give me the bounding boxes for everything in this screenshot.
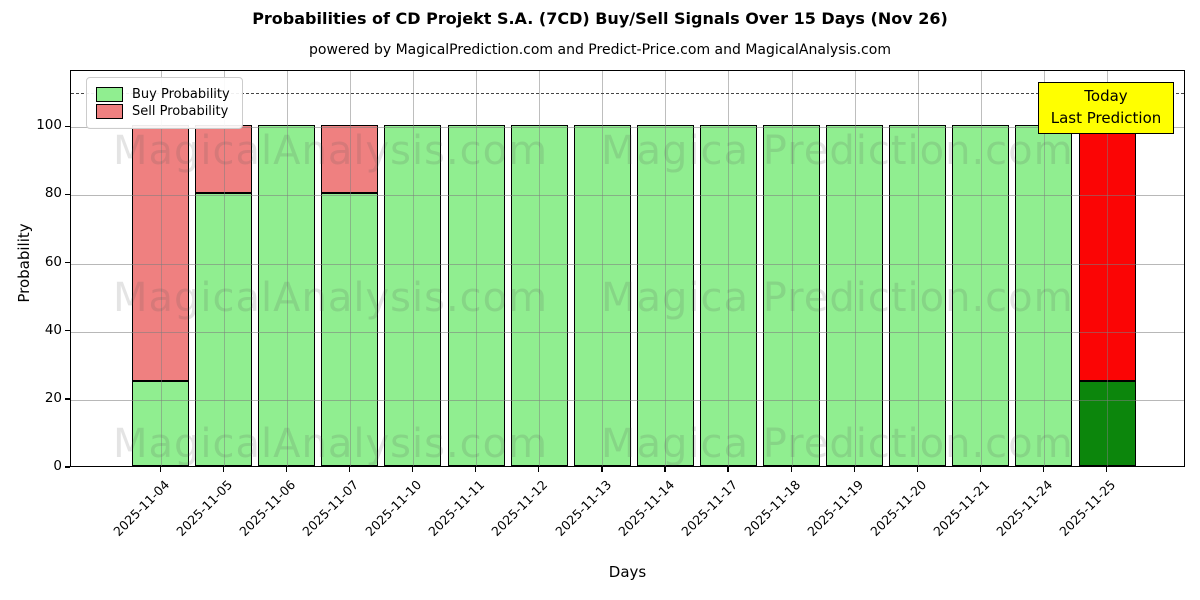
v-gridline [412,71,414,466]
h-gridline [71,127,1184,129]
v-gridline [980,71,982,466]
today-annotation: Today Last Prediction [1038,82,1174,134]
x-tick-mark [727,467,729,472]
x-tick-mark [285,467,288,472]
x-tick-label: 2025-11-05 [173,477,236,539]
x-tick-mark [411,467,414,472]
x-tick-mark [475,467,477,472]
x-tick-label: 2025-11-04 [110,477,173,539]
watermark-right: Magica Prediction.com [601,421,1074,467]
today-annotation-line1: Today [1084,87,1128,105]
x-tick-label: 2025-11-14 [614,477,677,539]
v-gridline [286,71,288,466]
legend-sell-label: Sell Probability [132,104,229,119]
v-gridline [665,71,667,466]
x-tick-label: 2025-11-24 [993,477,1056,539]
x-tick-label: 2025-11-11 [425,477,488,539]
h-gridline [71,263,1184,265]
watermark-right: Magica Prediction.com [601,128,1074,174]
x-tick-label: 2025-11-13 [551,477,614,539]
x-tick-mark [222,467,224,472]
legend: Buy Probability Sell Probability [86,77,243,129]
x-tick-label: 2025-11-07 [299,477,362,539]
v-gridline [602,71,604,466]
x-tick-label: 2025-11-21 [930,477,993,539]
y-tick-label: 80 [44,185,62,202]
v-gridline [854,71,856,466]
x-tick-label: 2025-11-06 [236,477,299,539]
x-tick-mark [664,467,666,472]
y-tick-mark [65,329,70,332]
x-tick-mark [601,467,603,472]
y-tick-mark [65,466,70,468]
x-tick-label: 2025-11-20 [867,477,930,539]
y-tick-mark [65,261,70,264]
h-gridline [71,331,1184,333]
x-tick-label: 2025-11-10 [362,477,425,539]
v-gridline [1043,71,1045,466]
y-tick-label: 0 [53,458,62,474]
y-tick-mark [65,125,70,127]
watermark-right: Magica Prediction.com [601,275,1074,321]
x-tick-label: 2025-11-12 [488,477,551,539]
watermark-left: MagicalAnalysis.com [113,421,549,467]
x-tick-label: 2025-11-19 [804,477,867,539]
watermark-left: MagicalAnalysis.com [113,128,549,174]
y-tick-mark [65,193,70,196]
watermark-left: MagicalAnalysis.com [113,275,549,321]
y-tick-label: 20 [44,389,62,406]
sell-swatch-icon [96,104,123,119]
x-tick-label: 2025-11-17 [678,477,741,539]
x-tick-mark [916,467,919,472]
v-gridline [917,71,919,466]
v-gridline [791,71,793,466]
y-tick-label: 100 [36,117,62,134]
x-tick-mark [538,467,540,472]
x-tick-mark [979,467,982,472]
x-tick-mark [1106,467,1108,472]
plot-area: MagicalAnalysis.com Magica Prediction.com… [70,70,1185,467]
legend-item-buy: Buy Probability [96,87,230,102]
x-tick-mark [853,467,855,472]
buy-swatch-icon [96,87,123,102]
x-axis-label: Days [608,563,647,581]
dashed-threshold-line [71,93,1184,95]
legend-item-sell: Sell Probability [96,104,230,119]
x-tick-mark [159,467,161,472]
x-tick-label: 2025-11-18 [741,477,804,539]
chart-title: Probabilities of CD Projekt S.A. (7CD) B… [252,9,948,28]
x-tick-mark [1042,467,1045,472]
v-gridline [476,71,477,466]
today-annotation-line2: Last Prediction [1050,108,1162,127]
y-tick-label: 60 [44,253,62,270]
v-gridline [539,71,541,466]
h-gridline [71,399,1184,401]
x-tick-mark [348,467,351,472]
v-gridline [223,71,225,466]
v-gridline [1107,71,1108,466]
x-tick-mark [790,467,792,472]
v-gridline [349,71,351,466]
v-gridline [728,71,730,466]
y-tick-mark [65,398,70,400]
v-gridline [160,71,162,466]
y-tick-label: 40 [44,321,62,338]
chart-subtitle: powered by MagicalPrediction.com and Pre… [309,42,891,58]
x-tick-label: 2025-11-25 [1056,477,1119,539]
h-gridline [71,195,1184,197]
legend-buy-label: Buy Probability [132,87,230,102]
